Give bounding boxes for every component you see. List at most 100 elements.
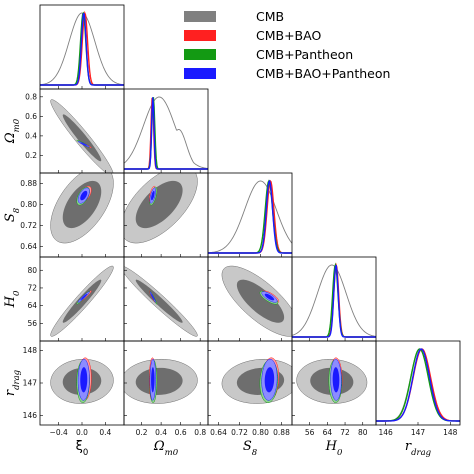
panel-content bbox=[208, 179, 292, 254]
panel-frame bbox=[123, 88, 209, 174]
panels-layer: 0.2 0.4 0.6 0.8 0.64 0.72 0.80 0.88 56 64 72 80 −0.4… bbox=[3, 4, 461, 458]
x-tick-label-s8: 0.80 bbox=[252, 428, 269, 437]
x-axis-label-h0: H0 bbox=[325, 439, 343, 458]
x-axis-label-r_drag: rdrag bbox=[405, 439, 432, 458]
legend-label-cmb-pantheon: CMB+Pantheon bbox=[256, 47, 353, 62]
y-tick-label-h0: 72 bbox=[27, 283, 37, 292]
contour-68-cmb bbox=[62, 279, 102, 323]
x-tick-label-omega_m0: 0.2 bbox=[136, 428, 148, 437]
contour-68-cmb-bao-pantheon bbox=[151, 190, 155, 201]
panel-s8-s8 bbox=[207, 172, 293, 258]
marginal-curve-cmb-pantheon bbox=[124, 97, 208, 170]
x-tick-label-h0: 56 bbox=[305, 428, 315, 437]
marginal-curve-cmb bbox=[124, 96, 208, 169]
marginal-curve-cmb-bao-pantheon bbox=[40, 13, 124, 86]
contour-68-cmb-bao-pantheon bbox=[80, 293, 88, 301]
panel-xi0-xi0 bbox=[39, 4, 125, 90]
marginal-curve-cmb-bao bbox=[124, 97, 208, 170]
panel-s8-r_drag: 0.64 0.72 0.80 0.88 bbox=[207, 340, 293, 437]
legend-label-cmb-bao-pantheon: CMB+BAO+Pantheon bbox=[256, 66, 390, 81]
x-tick-label-h0: 72 bbox=[340, 428, 350, 437]
panel-content bbox=[50, 99, 114, 173]
contour-68-cmb bbox=[135, 367, 183, 395]
panel-content bbox=[376, 348, 460, 422]
x-tick-label-h0: 80 bbox=[358, 428, 368, 437]
panel-content bbox=[50, 173, 114, 244]
x-tick-label-s8: 0.88 bbox=[273, 428, 290, 437]
panel-r_drag-r_drag: 146 147 148 bbox=[375, 340, 461, 437]
x-axis-label-xi0: ξ0 bbox=[76, 439, 89, 458]
panel-frame bbox=[207, 172, 293, 258]
legend-swatch-cmb-pantheon bbox=[184, 49, 216, 60]
legend: CMB CMB+BAO CMB+Pantheon CMB+BAO+Pantheo… bbox=[184, 9, 390, 81]
panel-content bbox=[50, 265, 114, 337]
x-axis-label-omega_m0: Ωm0 bbox=[153, 439, 179, 458]
marginal-curve-cmb-bao-pantheon bbox=[124, 97, 208, 170]
contour-68-cmb-bao-pantheon bbox=[80, 142, 88, 146]
x-tick-label-xi0: 0.4 bbox=[99, 428, 111, 437]
legend-label-cmb: CMB bbox=[256, 9, 284, 24]
y-axis-label-h0: H0 bbox=[3, 290, 22, 308]
x-tick-label-omega_m0: 0.6 bbox=[175, 428, 187, 437]
marginal-curve-cmb-bao-pantheon bbox=[208, 179, 292, 254]
contour-68-cmb-bao-pantheon bbox=[264, 293, 275, 301]
contour-68-cmb-bao-pantheon bbox=[80, 190, 88, 201]
x-tick-label-r_drag: 148 bbox=[443, 428, 458, 437]
panel-h0-r_drag: 56 64 72 80 bbox=[291, 340, 377, 437]
x-tick-label-r_drag: 147 bbox=[411, 428, 426, 437]
x-tick-label-r_drag: 146 bbox=[379, 428, 394, 437]
y-tick-label-s8: 0.64 bbox=[20, 242, 37, 251]
x-tick-label-omega_m0: 0.4 bbox=[155, 428, 167, 437]
legend-swatch-cmb-bao bbox=[184, 30, 216, 41]
panel-content bbox=[50, 357, 114, 404]
panel-xi0-h0: 56 64 72 80 bbox=[27, 256, 125, 342]
panel-content bbox=[40, 10, 124, 86]
x-tick-label-s8: 0.72 bbox=[231, 428, 248, 437]
y-tick-label-s8: 0.88 bbox=[20, 179, 37, 188]
contour-68-cmb-bao-pantheon bbox=[332, 367, 340, 393]
legend-label-cmb-bao: CMB+BAO bbox=[256, 28, 321, 43]
marginal-curve-cmb-bao-pantheon bbox=[376, 348, 460, 422]
x-tick-label-s8: 0.64 bbox=[210, 428, 227, 437]
contour-68-cmb bbox=[135, 279, 183, 323]
marginal-curve-cmb-bao bbox=[376, 348, 460, 422]
y-tick-label-omega_m0: 0.4 bbox=[25, 131, 37, 140]
panel-content bbox=[292, 262, 376, 338]
panel-content bbox=[221, 357, 292, 404]
x-tick-label-h0: 64 bbox=[323, 428, 333, 437]
y-axis-label-r_drag: rdrag bbox=[3, 369, 22, 396]
panel-xi0-r_drag: −0.4 0.0 0.4 146 147 148 bbox=[23, 340, 125, 437]
contour-68-cmb-bao-pantheon bbox=[151, 367, 155, 393]
y-axis-label-s8: S8 bbox=[3, 207, 22, 222]
y-tick-label-s8: 0.72 bbox=[20, 221, 37, 230]
y-tick-label-r_drag: 146 bbox=[23, 411, 38, 420]
x-tick-label-omega_m0: 0.8 bbox=[194, 428, 206, 437]
panel-content bbox=[124, 96, 208, 170]
y-tick-label-omega_m0: 0.8 bbox=[25, 92, 37, 101]
x-axis-label-s8: S8 bbox=[243, 439, 258, 458]
y-tick-label-h0: 64 bbox=[27, 301, 37, 310]
legend-swatch-cmb-bao-pantheon bbox=[184, 68, 216, 79]
panel-h0-h0 bbox=[291, 256, 377, 342]
contour-68-cmb bbox=[135, 180, 183, 229]
contour-68-cmb-bao-pantheon bbox=[80, 367, 88, 393]
panel-content bbox=[124, 173, 198, 244]
panel-omega_m0-h0 bbox=[123, 256, 209, 342]
contour-68-cmb-bao-pantheon bbox=[151, 293, 155, 301]
y-tick-label-omega_m0: 0.6 bbox=[25, 112, 37, 121]
marginal-curve-cmb bbox=[376, 348, 460, 422]
panel-omega_m0-r_drag: 0.2 0.4 0.6 0.8 bbox=[123, 340, 209, 437]
y-tick-label-h0: 56 bbox=[27, 319, 37, 328]
legend-swatch-cmb bbox=[184, 11, 216, 22]
contour-68-cmb bbox=[62, 114, 102, 162]
panel-content bbox=[124, 357, 198, 404]
marginal-curve-cmb bbox=[208, 180, 292, 254]
contour-68-cmb bbox=[236, 279, 285, 323]
marginal-curve-cmb bbox=[292, 264, 376, 337]
panel-content bbox=[124, 266, 198, 337]
x-tick-label-xi0: 0.0 bbox=[76, 428, 88, 437]
y-tick-label-s8: 0.80 bbox=[20, 200, 37, 209]
panel-content bbox=[221, 265, 292, 337]
panel-omega_m0-s8 bbox=[123, 172, 209, 258]
